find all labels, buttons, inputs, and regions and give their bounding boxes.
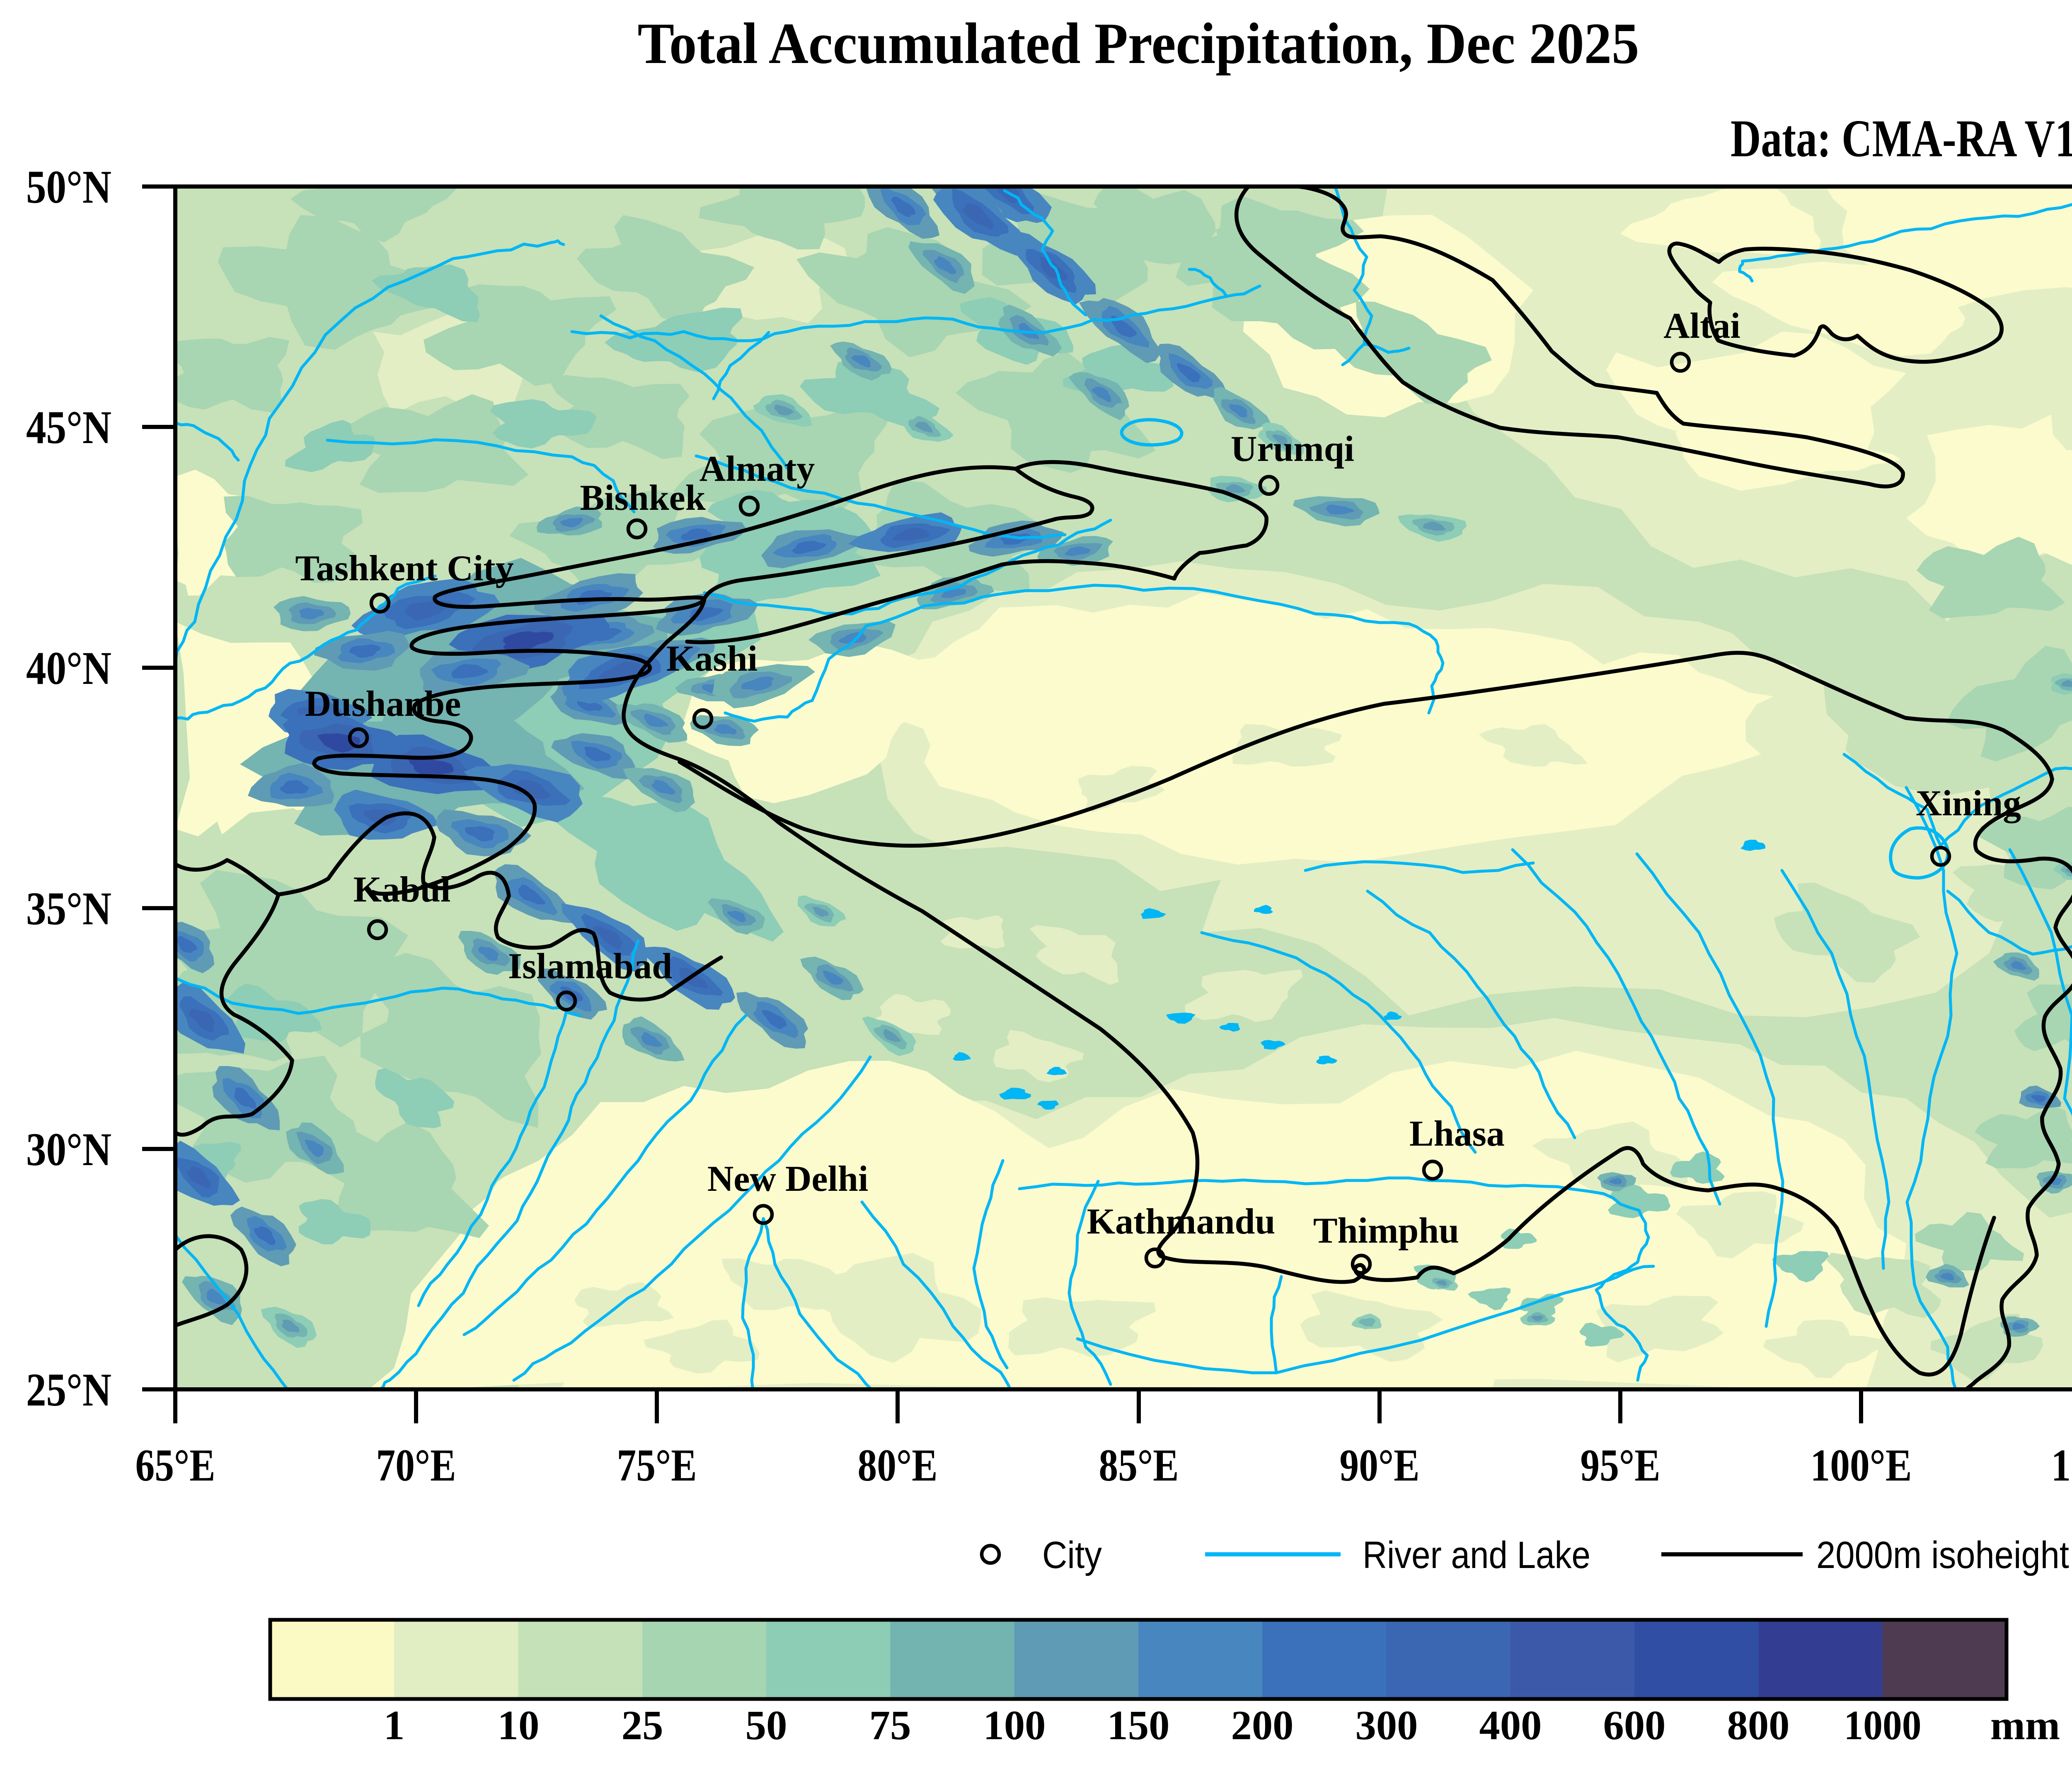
svg-text:Data: CMA-RA V1.5: Data: CMA-RA V1.5 bbox=[1731, 109, 2072, 168]
svg-text:Xining: Xining bbox=[1916, 783, 2021, 824]
svg-text:75°E: 75°E bbox=[617, 1440, 697, 1490]
svg-text:100°E: 100°E bbox=[1811, 1440, 1912, 1490]
svg-text:105°E: 105°E bbox=[2051, 1440, 2072, 1490]
svg-text:100: 100 bbox=[983, 1702, 1046, 1748]
svg-text:400: 400 bbox=[1479, 1702, 1542, 1748]
svg-text:Kashi: Kashi bbox=[666, 639, 758, 679]
svg-text:800: 800 bbox=[1727, 1702, 1790, 1748]
svg-text:1000: 1000 bbox=[1844, 1702, 1922, 1748]
svg-text:Kathmandu: Kathmandu bbox=[1087, 1202, 1276, 1242]
svg-text:Altai: Altai bbox=[1663, 306, 1740, 346]
svg-text:2000m isoheight: 2000m isoheight bbox=[1816, 1534, 2069, 1576]
svg-text:75: 75 bbox=[869, 1702, 911, 1748]
svg-text:25°N: 25°N bbox=[26, 1364, 111, 1416]
svg-text:50°N: 50°N bbox=[26, 161, 111, 213]
svg-text:80°E: 80°E bbox=[858, 1440, 938, 1490]
svg-text:mm: mm bbox=[1990, 1702, 2060, 1748]
svg-text:Urumqi: Urumqi bbox=[1231, 429, 1354, 469]
svg-text:Kabul: Kabul bbox=[353, 870, 451, 910]
svg-text:300: 300 bbox=[1356, 1702, 1418, 1748]
svg-text:35°N: 35°N bbox=[26, 883, 111, 935]
svg-text:50: 50 bbox=[746, 1702, 787, 1748]
svg-text:1: 1 bbox=[384, 1702, 405, 1748]
svg-text:Lhasa: Lhasa bbox=[1409, 1114, 1505, 1154]
svg-text:Thimphu: Thimphu bbox=[1313, 1211, 1459, 1251]
svg-text:10: 10 bbox=[498, 1702, 540, 1748]
svg-text:Islamabad: Islamabad bbox=[508, 946, 672, 986]
svg-text:25: 25 bbox=[622, 1702, 663, 1748]
svg-text:600: 600 bbox=[1603, 1702, 1666, 1748]
svg-text:85°E: 85°E bbox=[1099, 1440, 1179, 1490]
svg-text:200: 200 bbox=[1231, 1702, 1294, 1748]
svg-text:Total Accumulated Precipitatio: Total Accumulated Precipitation, Dec 202… bbox=[638, 11, 1639, 76]
svg-text:45°N: 45°N bbox=[26, 402, 111, 453]
svg-text:New Delhi: New Delhi bbox=[707, 1159, 869, 1199]
svg-text:40°N: 40°N bbox=[26, 642, 111, 694]
svg-text:Tashkent City: Tashkent City bbox=[295, 548, 513, 589]
svg-text:150: 150 bbox=[1107, 1702, 1170, 1748]
svg-text:30°N: 30°N bbox=[26, 1124, 111, 1175]
svg-text:70°E: 70°E bbox=[376, 1440, 456, 1490]
svg-text:River and Lake: River and Lake bbox=[1363, 1534, 1590, 1576]
svg-text:Bishkek: Bishkek bbox=[580, 478, 705, 518]
svg-text:65°E: 65°E bbox=[136, 1440, 215, 1490]
svg-text:Almaty: Almaty bbox=[700, 449, 815, 489]
svg-text:City: City bbox=[1042, 1534, 1102, 1576]
svg-text:Dushanbe: Dushanbe bbox=[305, 684, 461, 724]
svg-text:90°E: 90°E bbox=[1340, 1440, 1420, 1490]
svg-text:95°E: 95°E bbox=[1581, 1440, 1661, 1490]
